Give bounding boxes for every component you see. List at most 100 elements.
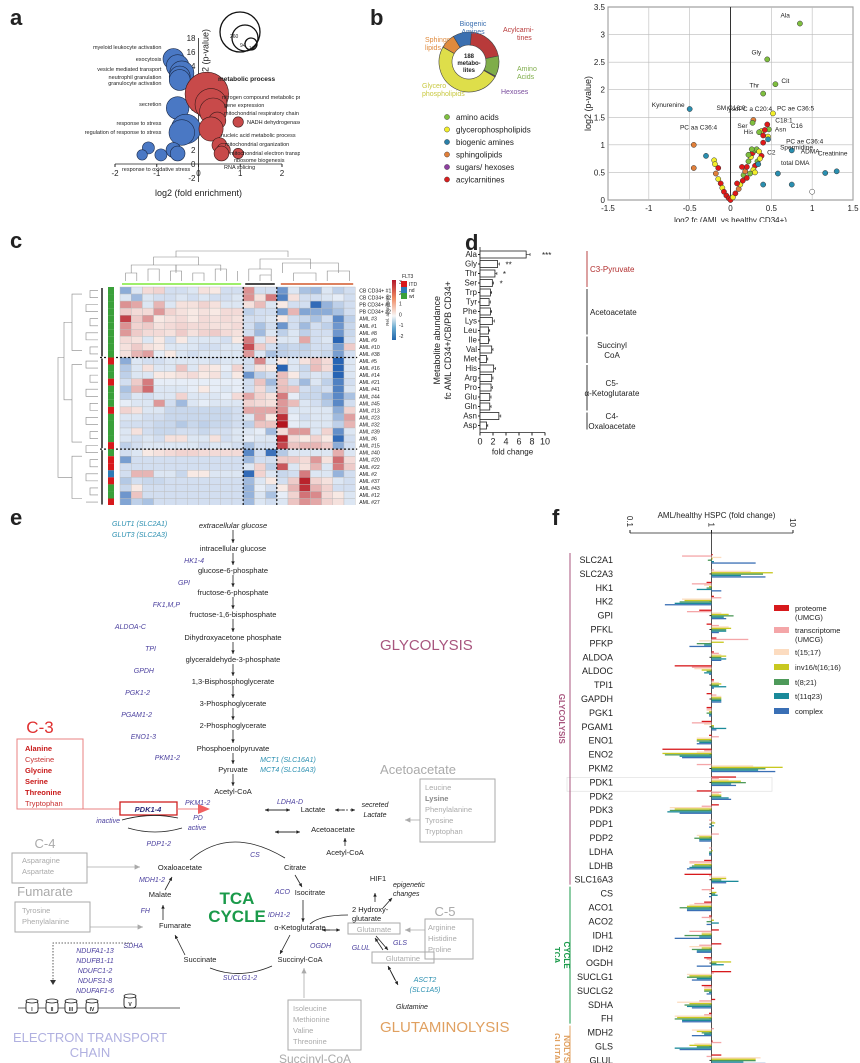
bar-proteome--UMCG- xyxy=(709,915,712,917)
heatmap-cell xyxy=(299,406,311,415)
row-label: AML #41 xyxy=(359,387,380,393)
category-label: PKM2 xyxy=(588,764,613,774)
term-label: nitrogen compound metabolic process xyxy=(222,95,300,101)
heatmap-cell xyxy=(142,286,154,295)
heatmap-cell xyxy=(287,329,300,337)
heatmap-cell xyxy=(198,392,210,401)
bar-complex xyxy=(679,1048,712,1051)
heatmap-cell xyxy=(142,350,154,358)
group-label: Acetoacetate xyxy=(590,308,637,317)
heatmap-cell xyxy=(321,364,334,372)
bar-inv16-t-16-16- xyxy=(711,655,727,657)
category-label: Arg xyxy=(465,374,477,383)
heatmap-cell xyxy=(164,427,177,436)
heatmap-cell xyxy=(231,463,244,471)
nduf-label: NDUFC1-2 xyxy=(78,968,113,975)
bar-t-11q23- xyxy=(704,644,712,646)
bar xyxy=(479,326,489,335)
flt3-cell xyxy=(108,357,114,365)
heatmap-cell xyxy=(310,378,322,386)
arrow-head xyxy=(384,946,388,950)
heatmap-cell xyxy=(231,406,244,415)
heatmap-cell xyxy=(186,378,199,386)
bar-transcriptome--UMCG- xyxy=(711,597,722,599)
bar-inv16-t-16-16- xyxy=(711,891,717,894)
bar-t-11q23- xyxy=(711,922,719,924)
heatmap-cell xyxy=(119,477,132,485)
x-tick-label: 0.5 xyxy=(766,204,778,213)
c3-arrow-head xyxy=(198,804,210,814)
heatmap-cell xyxy=(231,420,244,429)
heatmap-cell xyxy=(310,463,322,471)
bar-complex xyxy=(711,770,776,773)
flt3-cell xyxy=(108,322,114,330)
colorbar-tick: 2 xyxy=(399,291,402,297)
c5-item: Proline xyxy=(428,945,451,954)
bar-t-8-21- xyxy=(711,573,764,575)
heatmap-cell xyxy=(254,300,266,309)
heatmap-cell xyxy=(276,286,289,295)
bar-complex xyxy=(711,576,766,578)
heatmap-cell xyxy=(254,336,266,344)
complex-cap xyxy=(85,998,99,1004)
heatmap-cell xyxy=(175,357,188,365)
heatmap-cell xyxy=(142,477,154,485)
heatmap-cell xyxy=(265,441,278,450)
point-label: ADMA xyxy=(801,148,820,155)
bar-complex xyxy=(674,937,712,939)
bar-t-11q23- xyxy=(711,964,724,966)
heatmap-cell xyxy=(119,293,132,302)
heatmap-cell xyxy=(209,286,222,295)
y-tick-label: 2.5 xyxy=(594,58,606,67)
heatmap-cell xyxy=(153,392,166,401)
bar-t-11q23- xyxy=(711,700,722,702)
heatmap-cell xyxy=(254,434,266,443)
legend-label: inv16/t(16;16) xyxy=(795,663,841,672)
heatmap-cell xyxy=(287,350,300,358)
secreted-lactate: secreted xyxy=(362,802,390,809)
x-tick-label: 1.5 xyxy=(847,204,859,213)
pd-label: PD xyxy=(193,815,203,822)
heatmap-cell xyxy=(254,343,266,351)
heatmap-cell xyxy=(175,300,188,309)
enzyme-label: HK1-4 xyxy=(184,558,204,565)
pathway-arrow-head xyxy=(231,760,235,764)
heatmap-cell xyxy=(119,378,132,386)
flt3-cell xyxy=(108,491,114,499)
bar-t-15-17- xyxy=(704,723,712,725)
transporter-label: GLUT1 (SLC2A1) xyxy=(112,521,167,528)
heatmap-cell xyxy=(321,357,334,365)
bar-transcriptome--UMCG- xyxy=(689,930,712,932)
heatmap-cell xyxy=(231,399,244,408)
bar-complex xyxy=(682,757,712,759)
bar-transcriptome--UMCG- xyxy=(711,1028,714,1030)
bar xyxy=(479,393,491,401)
heatmap-cell xyxy=(198,314,210,323)
bar-transcriptome--UMCG- xyxy=(701,805,712,807)
tca-arc xyxy=(189,841,286,861)
heatmap-cell xyxy=(142,300,154,309)
legend-label: amino acids xyxy=(456,113,499,122)
enzyme-label: PGAM1-2 xyxy=(121,712,152,719)
point-label: Kynurenine xyxy=(652,102,685,109)
legend-label: complex xyxy=(795,707,823,716)
heatmap-cell xyxy=(265,314,278,323)
pdk-label: PDK1-4 xyxy=(135,805,163,814)
dendrogram-branch xyxy=(63,321,72,401)
y-tick-label: 0.5 xyxy=(594,168,606,177)
heatmap-cell xyxy=(220,434,233,443)
heatmap-cell xyxy=(343,314,356,323)
heatmap-cell xyxy=(209,463,222,471)
heatmap-cell xyxy=(321,406,334,415)
heatmap-cell xyxy=(343,420,356,429)
heatmap-cell xyxy=(164,307,177,316)
donut-label-biogenic: Biogenic xyxy=(460,21,487,28)
legend-label: acylcarnitines xyxy=(456,176,504,185)
bar-t-15-17- xyxy=(677,1001,712,1003)
group-label: TCA xyxy=(555,947,561,964)
heatmap-cell xyxy=(343,357,356,365)
heatmap-cell xyxy=(343,448,356,457)
heatmap-cell xyxy=(276,343,289,351)
heatmap-cell xyxy=(299,470,311,478)
x-tick-label: 1 xyxy=(238,169,243,178)
